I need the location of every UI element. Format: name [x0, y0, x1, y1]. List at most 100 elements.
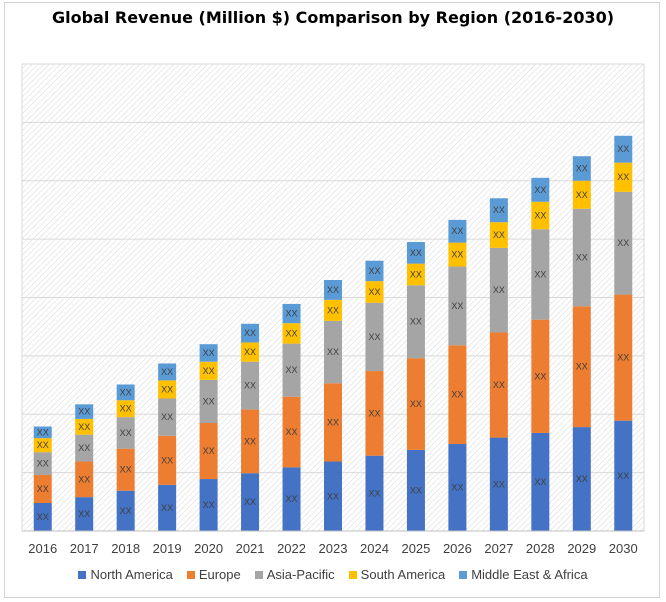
x-tick-label: 2024	[360, 541, 389, 556]
legend-label: Middle East & Africa	[471, 567, 587, 582]
segment-data-label: XX	[410, 317, 422, 327]
x-tick-label: 2017	[70, 541, 99, 556]
segment-data-label: XX	[493, 205, 505, 215]
segment-data-label: XX	[534, 371, 546, 381]
x-tick-label: 2018	[111, 541, 140, 556]
segment-data-label: XX	[493, 380, 505, 390]
segment-data-label: XX	[617, 172, 629, 182]
segment-data-label: XX	[410, 399, 422, 409]
segment-data-label: XX	[120, 428, 132, 438]
segment-data-label: XX	[161, 455, 173, 465]
segment-data-label: XX	[120, 404, 132, 414]
segment-data-label: XX	[161, 412, 173, 422]
segment-data-label: XX	[493, 285, 505, 295]
segment-data-label: XX	[203, 366, 215, 376]
legend-item: Asia-Pacific	[255, 567, 335, 582]
x-tick-label: 2021	[236, 541, 265, 556]
segment-data-label: XX	[37, 484, 49, 494]
segment-data-label: XX	[203, 348, 215, 358]
segment-data-label: XX	[286, 427, 298, 437]
segment-data-label: XX	[327, 491, 339, 501]
segment-data-label: XX	[576, 190, 588, 200]
segment-data-label: XX	[120, 387, 132, 397]
segment-data-label: XX	[120, 465, 132, 475]
x-tick-label: 2025	[401, 541, 430, 556]
segment-data-label: XX	[244, 328, 256, 338]
segment-data-label: XX	[203, 396, 215, 406]
segment-data-label: XX	[534, 210, 546, 220]
segment-data-label: XX	[244, 436, 256, 446]
segment-data-label: XX	[576, 163, 588, 173]
segment-data-label: XX	[78, 443, 90, 453]
segment-data-label: XX	[244, 381, 256, 391]
segment-data-label: XX	[576, 474, 588, 484]
segment-data-label: XX	[368, 332, 380, 342]
segment-data-label: XX	[161, 384, 173, 394]
segment-data-label: XX	[161, 503, 173, 513]
x-tick-label: 2026	[443, 541, 472, 556]
segment-data-label: XX	[244, 347, 256, 357]
legend-label: Europe	[199, 567, 241, 582]
segment-data-label: XX	[368, 287, 380, 297]
legend-label: South America	[361, 567, 446, 582]
segment-data-label: XX	[37, 512, 49, 522]
legend-item: Europe	[187, 567, 241, 582]
segment-data-label: XX	[576, 253, 588, 263]
x-tick-label: 2022	[277, 541, 306, 556]
segment-data-label: XX	[451, 250, 463, 260]
segment-data-label: XX	[78, 509, 90, 519]
segment-data-label: XX	[286, 328, 298, 338]
segment-data-label: XX	[203, 446, 215, 456]
stacked-bar-chart: XX XX XX XX XX XX XX XX XX XX XX XX XX XX XX XX XX XX XX XX…	[0, 0, 666, 602]
segment-data-label: XX	[493, 230, 505, 240]
segment-data-label: XX	[617, 144, 629, 154]
segment-data-label: XX	[534, 269, 546, 279]
legend-swatch	[349, 571, 357, 579]
legend-item: South America	[349, 567, 446, 582]
segment-data-label: XX	[286, 365, 298, 375]
x-tick-label: 2019	[153, 541, 182, 556]
x-tick-label: 2016	[28, 541, 57, 556]
segment-data-label: XX	[410, 269, 422, 279]
legend-swatch	[255, 571, 263, 579]
segment-data-label: XX	[617, 471, 629, 481]
segment-data-label: XX	[327, 305, 339, 315]
segment-data-label: XX	[617, 238, 629, 248]
segment-data-label: XX	[203, 500, 215, 510]
segment-data-label: XX	[327, 417, 339, 427]
segment-data-label: XX	[244, 497, 256, 507]
legend-item: North America	[78, 567, 172, 582]
segment-data-label: XX	[617, 353, 629, 363]
x-tick-label: 2030	[609, 541, 638, 556]
segment-data-label: XX	[78, 407, 90, 417]
legend-swatch	[187, 571, 195, 579]
legend-label: North America	[90, 567, 172, 582]
segment-data-label: XX	[576, 362, 588, 372]
legend-label: Asia-Pacific	[267, 567, 335, 582]
x-tick-label: 2023	[319, 541, 348, 556]
segment-data-label: XX	[120, 506, 132, 516]
segment-data-label: XX	[451, 483, 463, 493]
segment-data-label: XX	[161, 367, 173, 377]
legend: North America Europe Asia-Pacific South Ame…	[0, 567, 666, 582]
segment-data-label: XX	[493, 479, 505, 489]
segment-data-label: XX	[410, 248, 422, 258]
segment-data-label: XX	[368, 408, 380, 418]
segment-data-label: XX	[368, 266, 380, 276]
segment-data-label: XX	[286, 494, 298, 504]
segment-data-label: XX	[534, 185, 546, 195]
x-tick-label: 2028	[526, 541, 555, 556]
segment-data-label: XX	[78, 474, 90, 484]
segment-data-label: XX	[78, 422, 90, 432]
legend-swatch	[78, 571, 86, 579]
x-tick-label: 2029	[567, 541, 596, 556]
legend-swatch	[459, 571, 467, 579]
segment-data-label: XX	[37, 459, 49, 469]
segment-data-label: XX	[37, 440, 49, 450]
segment-data-label: XX	[37, 427, 49, 437]
segment-data-label: XX	[451, 301, 463, 311]
segment-data-label: XX	[534, 477, 546, 487]
segment-data-label: XX	[410, 485, 422, 495]
segment-data-label: XX	[451, 390, 463, 400]
segment-data-label: XX	[286, 309, 298, 319]
